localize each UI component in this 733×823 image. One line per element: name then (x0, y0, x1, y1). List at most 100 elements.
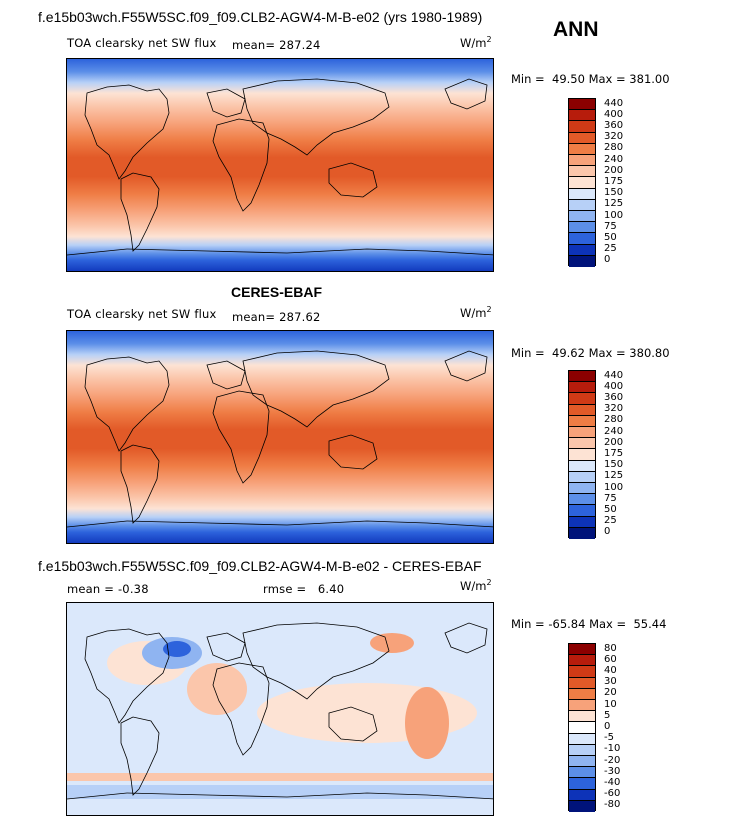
colorbar-swatch (569, 516, 595, 528)
panel2-map (66, 330, 494, 544)
panel2-units: W/m2 (460, 305, 492, 320)
colorbar-label: 100 (604, 481, 624, 493)
colorbar-swatch (569, 255, 595, 267)
colorbar-label: 175 (604, 176, 624, 187)
colorbar-swatch (569, 800, 595, 812)
colorbar-swatch (569, 121, 595, 133)
colorbar-label: 150 (604, 187, 624, 199)
season-label: ANN (553, 18, 599, 41)
colorbar-swatch (569, 733, 595, 745)
colorbar-label: -10 (604, 743, 621, 755)
colorbar-label: -20 (604, 754, 621, 766)
panel3-rmse: rmse = 6.40 (263, 582, 345, 596)
colorbar-label: 440 (604, 369, 624, 381)
colorbar-label: -40 (604, 777, 621, 788)
panel1-map (66, 58, 494, 272)
panel3-map (66, 602, 494, 816)
panel3-units: W/m2 (460, 578, 492, 593)
panel3-title: f.e15b03wch.F55W5SC.f09_f09.CLB2-AGW4-M-… (38, 558, 482, 574)
colorbar-swatch (569, 449, 595, 461)
colorbar-swatch (569, 244, 595, 256)
colorbar-label: 60 (604, 653, 617, 665)
colorbar-swatch (569, 778, 595, 790)
colorbar-swatch (569, 188, 595, 200)
colorbar-swatch (569, 471, 595, 483)
colorbar-swatch (569, 483, 595, 495)
panel1-mean: mean= 287.24 (232, 38, 321, 52)
panel2-map-image (67, 331, 493, 543)
colorbar-label: 5 (604, 709, 611, 721)
colorbar-label: 100 (604, 209, 624, 221)
colorbar-label: 0 (604, 721, 611, 732)
colorbar-swatch (569, 132, 595, 144)
colorbar-label: -80 (604, 799, 621, 811)
colorbar-swatch (569, 505, 595, 517)
panel1-units: W/m2 (460, 35, 492, 50)
colorbar-label: 50 (604, 504, 617, 515)
colorbar-swatch (569, 199, 595, 211)
colorbar-swatch (569, 494, 595, 506)
colorbar-label: 280 (604, 142, 624, 154)
panel2-title: CERES-EBAF (231, 284, 323, 300)
colorbar-label: 175 (604, 448, 624, 459)
colorbar-label: 50 (604, 232, 617, 243)
colorbar-label: 320 (604, 131, 624, 143)
colorbar-swatch (569, 222, 595, 234)
colorbar-label: 0 (604, 254, 611, 266)
panel2-mean: mean= 287.62 (232, 310, 321, 324)
panel1-title: f.e15b03wch.F55W5SC.f09_f09.CLB2-AGW4-M-… (38, 9, 483, 25)
colorbar-label: 440 (604, 97, 624, 109)
colorbar-label: 200 (604, 164, 624, 176)
colorbar-label: 40 (604, 665, 617, 676)
colorbar-swatch (569, 527, 595, 539)
colorbar-label: 240 (604, 153, 624, 165)
colorbar-label: 25 (604, 515, 617, 527)
colorbar-label: 125 (604, 470, 624, 482)
colorbar-label: 10 (604, 698, 617, 710)
colorbar-label: 150 (604, 459, 624, 471)
colorbar-swatch (569, 700, 595, 712)
colorbar-swatch (569, 371, 595, 383)
panel3-mean: mean = -0.38 (67, 582, 149, 596)
colorbar-label: 20 (604, 687, 617, 699)
panel2-minmax: Min = 49.62 Max = 380.80 (511, 346, 670, 360)
panel2-colorbar (568, 370, 596, 539)
colorbar-swatch (569, 666, 595, 678)
colorbar-label: 30 (604, 676, 617, 688)
colorbar-swatch (569, 110, 595, 122)
colorbar-label: 200 (604, 436, 624, 448)
colorbar-swatch (569, 382, 595, 394)
colorbar-label: 25 (604, 243, 617, 255)
colorbar-swatch (569, 393, 595, 405)
colorbar-swatch (569, 143, 595, 155)
colorbar-label: -60 (604, 788, 621, 800)
colorbar-label: 320 (604, 403, 624, 415)
colorbar-swatch (569, 722, 595, 734)
colorbar-swatch (569, 644, 595, 656)
colorbar-label: 75 (604, 220, 617, 232)
colorbar-swatch (569, 677, 595, 689)
colorbar-swatch (569, 211, 595, 223)
colorbar-label: 240 (604, 425, 624, 437)
colorbar-swatch (569, 415, 595, 427)
panel1-minmax: Min = 49.50 Max = 381.00 (511, 72, 670, 86)
colorbar-swatch (569, 438, 595, 450)
panel3-minmax: Min = -65.84 Max = 55.44 (511, 617, 667, 631)
panel2-variable: TOA clearsky net SW flux (67, 307, 217, 321)
colorbar-swatch (569, 756, 595, 768)
colorbar-label: 0 (604, 526, 611, 538)
panel3-map-image (67, 603, 493, 815)
colorbar-swatch (569, 460, 595, 472)
colorbar-label: 360 (604, 120, 624, 131)
colorbar-label: 80 (604, 642, 617, 654)
colorbar-swatch (569, 99, 595, 111)
colorbar-swatch (569, 404, 595, 416)
panel3-colorbar (568, 643, 596, 812)
colorbar-label: 360 (604, 392, 624, 403)
panel1-variable: TOA clearsky net SW flux (67, 36, 217, 50)
colorbar-swatch (569, 767, 595, 779)
colorbar-swatch (569, 155, 595, 167)
colorbar-swatch (569, 711, 595, 723)
colorbar-label: 400 (604, 380, 624, 392)
panel1-map-image (67, 59, 493, 271)
